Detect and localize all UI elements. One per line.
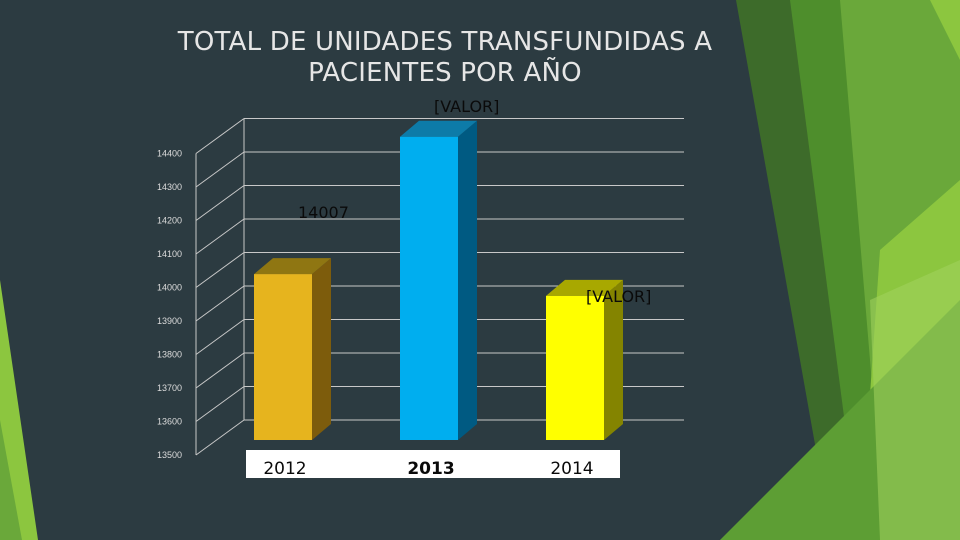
data-label-2014: [VALOR] xyxy=(586,287,651,306)
gridline-diagonal-13600 xyxy=(195,386,245,422)
y-tick-label-13600: 13600 xyxy=(157,417,182,427)
chart-title: TOTAL DE UNIDADES TRANSFUNDIDAS A PACIEN… xyxy=(177,27,713,88)
category-label-box xyxy=(246,450,620,478)
gridline-diagonal-13800 xyxy=(195,319,245,355)
bar-top-2014 xyxy=(546,279,623,296)
x-tick-label-2012: 2012 xyxy=(263,459,306,479)
y-tick-label-14300: 14300 xyxy=(157,182,182,192)
y-tick-label-13800: 13800 xyxy=(157,350,182,360)
y-tick-label-14400: 14400 xyxy=(157,149,182,159)
data-label-2013: [VALOR] xyxy=(434,97,499,116)
y-tick-label-14100: 14100 xyxy=(157,249,182,259)
bar-side-2014 xyxy=(604,279,623,440)
gridline-diagonal-14300 xyxy=(195,151,245,188)
bar-side-2012 xyxy=(312,258,331,440)
y-tick-label-13700: 13700 xyxy=(157,383,182,393)
bar-top-2012 xyxy=(254,258,331,275)
x-tick-label-2013: 2013 xyxy=(407,459,454,479)
gridline-diagonal-14100 xyxy=(195,218,245,255)
gridline-diagonal-13700 xyxy=(195,352,245,389)
gridline-diagonal-13500 xyxy=(195,419,245,456)
gridline-diagonal-14000 xyxy=(195,252,245,288)
gridline-diagonal-14200 xyxy=(195,185,245,221)
bar-2013 xyxy=(400,136,458,440)
data-label-2012: 14007 xyxy=(298,203,349,222)
bar-side-2013 xyxy=(458,120,477,440)
gridline-diagonal-13900 xyxy=(195,285,245,322)
x-tick-label-2014: 2014 xyxy=(550,459,593,479)
y-tick-label-13500: 13500 xyxy=(157,450,182,460)
bar-2014 xyxy=(546,295,604,440)
gridline-diagonal-14400 xyxy=(195,118,245,154)
y-tick-label-14200: 14200 xyxy=(157,216,182,226)
y-tick-label-14000: 14000 xyxy=(157,283,182,293)
bar-2012 xyxy=(254,274,312,440)
bar-top-2013 xyxy=(400,120,477,137)
y-tick-label-13900: 13900 xyxy=(157,316,182,326)
